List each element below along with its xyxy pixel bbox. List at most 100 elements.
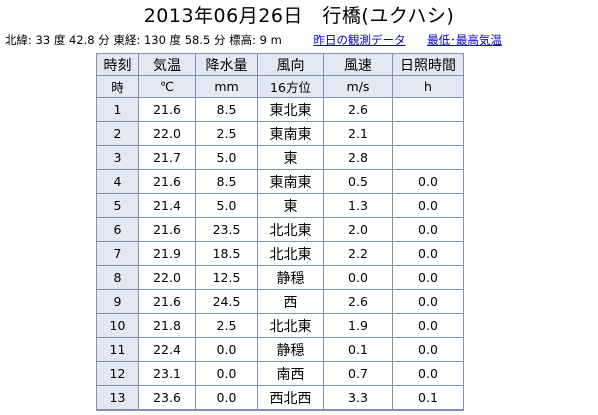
hour-cell: 5	[97, 194, 139, 218]
precip-cell: 2.5	[196, 314, 258, 338]
header-wind-dir: 風向	[258, 54, 324, 76]
wind-speed-cell: 0.7	[324, 362, 393, 386]
hour-cell: 12	[97, 362, 139, 386]
precip-cell: 18.5	[196, 242, 258, 266]
table-row: 5 21.4 5.0 東 1.3 0.0	[97, 194, 463, 218]
temp-cell: 21.6	[139, 98, 196, 122]
wind-dir-cell: 東	[258, 146, 324, 170]
station-info: 北緯: 33 度 42.8 分 東経: 130 度 58.5 分 標高: 9 m…	[5, 32, 595, 48]
temp-cell: 22.4	[139, 338, 196, 362]
temp-cell: 21.6	[139, 290, 196, 314]
header-temp: 気温	[139, 54, 196, 76]
table-row: 2 22.0 2.5 東南東 2.1	[97, 122, 463, 146]
table-row: 11 22.4 0.0 静穏 0.1 0.0	[97, 338, 463, 362]
wind-dir-cell: 静穏	[258, 338, 324, 362]
longitude: 東経: 130 度 58.5 分	[113, 33, 226, 47]
sunshine-cell: 0.0	[393, 290, 463, 314]
wind-dir-cell: 南西	[258, 362, 324, 386]
hour-cell: 6	[97, 218, 139, 242]
wind-dir-cell: 東南東	[258, 170, 324, 194]
temp-cell: 23.6	[139, 386, 196, 410]
header-wind-speed: 風速	[324, 54, 393, 76]
wind-speed-cell: 1.3	[324, 194, 393, 218]
unit-wind-speed: m/s	[324, 76, 393, 98]
table-row: 8 22.0 12.5 静穏 0.0 0.0	[97, 266, 463, 290]
precip-cell: 0.0	[196, 338, 258, 362]
unit-wind-dir: 16方位	[258, 76, 324, 98]
sunshine-cell: 0.0	[393, 218, 463, 242]
temp-cell: 22.0	[139, 266, 196, 290]
wind-dir-cell: 西北西	[258, 386, 324, 410]
precip-cell: 5.0	[196, 194, 258, 218]
header-precip: 降水量	[196, 54, 258, 76]
precip-cell: 12.5	[196, 266, 258, 290]
wind-dir-cell: 静穏	[258, 266, 324, 290]
temp-cell: 21.9	[139, 242, 196, 266]
precip-cell: 8.5	[196, 98, 258, 122]
latitude: 北緯: 33 度 42.8 分	[5, 33, 110, 47]
min-max-temp-link[interactable]: 最低･最高気温	[427, 33, 502, 47]
sunshine-cell: 0.0	[393, 170, 463, 194]
elevation: 標高: 9 m	[229, 33, 282, 47]
temp-cell: 21.6	[139, 170, 196, 194]
wind-dir-cell: 北北東	[258, 314, 324, 338]
precip-cell: 2.5	[196, 122, 258, 146]
sunshine-cell	[393, 98, 463, 122]
temp-cell: 23.1	[139, 362, 196, 386]
table-row: 7 21.9 18.5 北北東 2.2 0.0	[97, 242, 463, 266]
temp-cell: 21.6	[139, 218, 196, 242]
unit-temp: ℃	[139, 76, 196, 98]
previous-day-link[interactable]: 昨日の観測データ	[313, 33, 406, 47]
temp-cell: 22.0	[139, 122, 196, 146]
hour-cell: 4	[97, 170, 139, 194]
sunshine-cell: 0.0	[393, 338, 463, 362]
wind-dir-cell: 北北東	[258, 242, 324, 266]
sunshine-cell: 0.0	[393, 362, 463, 386]
header-row: 時刻 気温 降水量 風向 風速 日照時間	[97, 54, 463, 76]
wind-speed-cell: 3.3	[324, 386, 393, 410]
sunshine-cell: 0.0	[393, 266, 463, 290]
table-row: 1 21.6 8.5 東北東 2.6	[97, 98, 463, 122]
precip-cell: 0.0	[196, 362, 258, 386]
wind-speed-cell: 0.5	[324, 170, 393, 194]
header-sunshine: 日照時間	[393, 54, 463, 76]
temp-cell: 21.4	[139, 194, 196, 218]
precip-cell: 0.0	[196, 386, 258, 410]
hour-cell: 9	[97, 290, 139, 314]
unit-row: 時 ℃ mm 16方位 m/s h	[97, 76, 463, 98]
wind-speed-cell: 2.1	[324, 122, 393, 146]
hour-cell: 8	[97, 266, 139, 290]
table-row: 4 21.6 8.5 東南東 0.5 0.0	[97, 170, 463, 194]
precip-cell: 5.0	[196, 146, 258, 170]
sunshine-cell: 0.0	[393, 314, 463, 338]
hour-cell: 11	[97, 338, 139, 362]
page-title: 2013年06月26日 行橋(ユクハシ)	[143, 5, 455, 27]
wind-speed-cell: 2.6	[324, 98, 393, 122]
temp-cell: 21.7	[139, 146, 196, 170]
header-time: 時刻	[97, 54, 139, 76]
hour-cell: 13	[97, 386, 139, 410]
wind-dir-cell: 東南東	[258, 122, 324, 146]
wind-speed-cell: 2.0	[324, 218, 393, 242]
wind-dir-cell: 東北東	[258, 98, 324, 122]
hour-cell: 2	[97, 122, 139, 146]
wind-speed-cell: 2.8	[324, 146, 393, 170]
hour-cell: 10	[97, 314, 139, 338]
hour-cell: 1	[97, 98, 139, 122]
wind-speed-cell: 0.0	[324, 266, 393, 290]
unit-time: 時	[97, 76, 139, 98]
hour-cell: 3	[97, 146, 139, 170]
sunshine-cell: 0.1	[393, 386, 463, 410]
wind-dir-cell: 西	[258, 290, 324, 314]
table-row: 10 21.8 2.5 北北東 1.9 0.0	[97, 314, 463, 338]
sunshine-cell: 0.0	[393, 194, 463, 218]
unit-precip: mm	[196, 76, 258, 98]
unit-sunshine: h	[393, 76, 463, 98]
hourly-data-table: 時刻 気温 降水量 風向 風速 日照時間 時 ℃ mm 16方位 m/s h 1…	[96, 53, 464, 411]
sunshine-cell	[393, 146, 463, 170]
table-row: 3 21.7 5.0 東 2.8	[97, 146, 463, 170]
precip-cell: 8.5	[196, 170, 258, 194]
wind-speed-cell: 2.2	[324, 242, 393, 266]
hour-cell: 7	[97, 242, 139, 266]
wind-speed-cell: 1.9	[324, 314, 393, 338]
